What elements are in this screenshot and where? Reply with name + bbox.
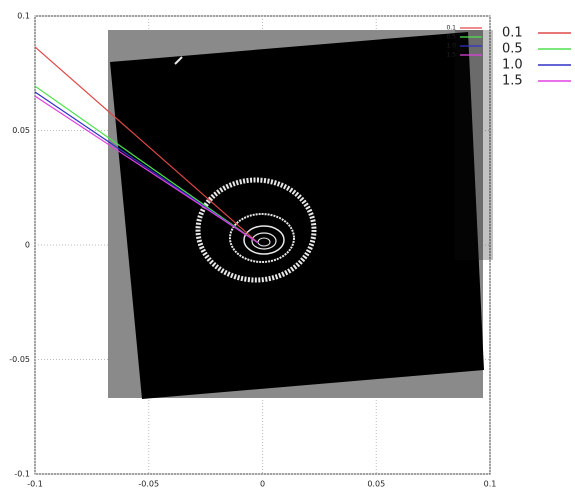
legend-label: 1.5 [446,52,456,59]
chart: -0.1 -0.05 0 0.05 0.1 -0.1 -0.05 0 0.05 0.1 0.1 0.1… [0,0,575,490]
legend-label: 0.1 [502,26,523,41]
y-tick-label: -0.1 [14,470,30,479]
x-tick-label: -0.05 [138,480,159,489]
legend-label: 0.5 [446,34,456,41]
legend-label: 1.5 [502,74,523,89]
legend-label: 1.0 [502,58,523,73]
image-field [110,32,484,399]
y-tick-label: 0.1 [17,12,30,21]
legend-label: 1.0 [446,43,456,50]
x-tick-label: 0.1 [484,480,497,489]
x-tick-label: -0.1 [27,480,43,489]
legend-label: 0.5 [502,42,523,57]
y-tick-label: 0 [25,241,30,250]
y-tick-label: 0.05 [12,126,30,135]
image-noise [455,30,493,260]
y-tick-label: -0.05 [9,355,30,364]
legend-label: 0.1 [446,25,456,32]
x-tick-label: 0 [260,480,265,489]
x-tick-label: 0.05 [367,480,385,489]
